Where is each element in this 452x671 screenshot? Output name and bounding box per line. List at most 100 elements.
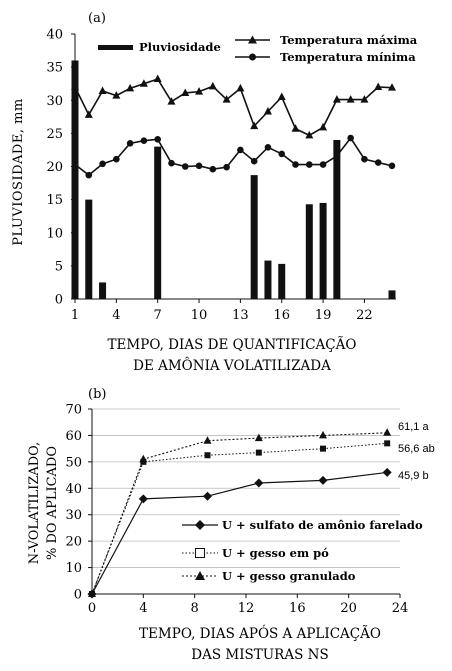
temp-max-point <box>84 110 93 118</box>
x-tick-label: 0 <box>88 601 96 616</box>
y-tick-label: 15 <box>46 193 63 208</box>
panel-a-y-axis-title: PLUVIOSIDADE, mm <box>11 98 26 246</box>
rain-bar <box>85 199 93 299</box>
temp-max-point <box>319 122 328 131</box>
legend-gesso-granulado-label: U + gesso granulado <box>222 569 356 583</box>
panel-a-plot-area <box>74 34 396 300</box>
temp-min-point <box>85 171 93 179</box>
gesso-po-point <box>255 449 262 456</box>
panel-a-x-axis-title-line2: DE AMÔNIA VOLATILIZADA <box>133 357 331 374</box>
legend-sulfato-label: U + sulfato de amônio farelado <box>222 518 423 532</box>
panel-b-y-axis-title: N-VOLATILIZADO, <box>27 442 42 564</box>
temp-max-point <box>208 81 217 90</box>
panel-b-x-axis-title-line2: DAS MISTURAS NS <box>191 647 328 663</box>
legend-bar-swatch <box>98 45 133 50</box>
rain-bar <box>305 204 313 299</box>
temp-max-point <box>222 95 231 103</box>
panel-a-label: (a) <box>88 11 106 26</box>
legend-circle-icon <box>249 53 256 61</box>
gesso-po-point <box>320 445 326 452</box>
temp-min-point <box>306 161 313 168</box>
x-tick-label: 19 <box>315 308 332 323</box>
x-tick-label: 4 <box>139 601 147 616</box>
temp-max-point <box>374 82 383 90</box>
y-tick-label: 20 <box>46 160 63 175</box>
y-tick-label: 50 <box>65 455 82 470</box>
temp-max-point <box>277 92 286 100</box>
temp-max-point <box>112 91 121 99</box>
panel-b-x-axis-title: TEMPO, DIAS APÓS A APLICAÇÃO <box>139 625 381 642</box>
gesso-granulado-line <box>91 432 388 595</box>
x-tick-label: 8 <box>191 601 199 616</box>
temp-min-point <box>154 136 161 143</box>
panel-a: (a) 0 5 10 15 20 25 30 35 40 1 4 7 10 13 16 19 22 Pluvio… <box>11 11 418 374</box>
temp-max-point <box>71 82 79 90</box>
temp-min-point <box>181 163 189 170</box>
y-tick-label: 30 <box>65 508 82 523</box>
sulfato-point <box>254 478 264 488</box>
panel-b-lines <box>87 428 392 599</box>
x-tick-label: 16 <box>273 308 290 323</box>
temp-min-point <box>347 134 354 142</box>
temp-max-point <box>139 79 148 87</box>
temp-min-point <box>126 140 134 147</box>
panel-a-legend: Pluviosidade Temperatura máxima Temperat… <box>98 33 418 64</box>
rain-bar <box>333 140 341 299</box>
temp-max-point <box>181 88 190 96</box>
temp-max-point <box>98 86 107 94</box>
legend-square-icon <box>195 548 205 558</box>
x-tick-label: 20 <box>340 601 357 616</box>
sulfato-point <box>138 494 148 504</box>
rain-bar <box>278 263 286 299</box>
temp-min-point <box>209 165 217 173</box>
temp-min-point <box>292 161 299 168</box>
panel-b-plot-area <box>91 408 400 595</box>
panel-b-ticks: 0 10 20 30 40 50 60 70 0 4 8 12 16 20 24 <box>65 403 408 617</box>
rain-bar <box>71 60 79 299</box>
gesso-granulado-point <box>319 430 327 439</box>
legend-gesso-po-label: U + gesso em pó <box>222 546 329 560</box>
x-tick-label: 12 <box>238 601 255 616</box>
temp-min-point <box>168 159 175 167</box>
temp-max-point <box>167 97 176 105</box>
panel-a-lines <box>71 74 396 179</box>
sulfato-point <box>382 467 392 477</box>
temp-max-point <box>195 87 204 95</box>
legend-diamond-icon <box>195 520 205 530</box>
panel-b-y-axis-title-line2: % DO APLICADO <box>45 446 60 560</box>
temp-min-point <box>223 163 230 171</box>
gesso-po-point <box>384 440 391 447</box>
rain-bar <box>99 282 107 299</box>
x-tick-label: 24 <box>392 601 409 616</box>
temp-min-point <box>388 162 396 170</box>
y-tick-label: 10 <box>46 226 63 241</box>
y-tick-label: 40 <box>46 28 63 43</box>
y-tick-label: 5 <box>55 259 63 274</box>
temp-max-point <box>360 95 369 103</box>
rain-bar <box>319 202 327 299</box>
end-label-gesso-granulado: 61,1 a <box>398 421 429 433</box>
sulfato-line <box>91 471 388 595</box>
gesso-granulado-point <box>383 428 392 436</box>
end-label-gesso-po: 56,6 ab <box>398 443 435 455</box>
end-label-sulfato: 45,9 b <box>398 470 429 482</box>
x-tick-label: 10 <box>191 308 208 323</box>
y-tick-label: 70 <box>65 403 82 418</box>
x-tick-label: 13 <box>232 308 249 323</box>
temp-min-point <box>361 155 368 163</box>
panel-b-legend: U + sulfato de amônio farelado U + gesso… <box>182 518 423 583</box>
sulfato-point <box>318 475 328 485</box>
legend-max-label: Temperatura máxima <box>280 33 418 47</box>
temp-min-line <box>74 136 393 177</box>
gesso-po-point <box>204 452 211 459</box>
temp-min-point <box>278 150 286 158</box>
rain-bar <box>264 260 272 299</box>
legend-min-label: Temperatura mínima <box>280 50 416 64</box>
x-tick-label: 7 <box>154 308 162 323</box>
y-tick-label: 30 <box>46 94 63 109</box>
y-tick-label: 20 <box>65 535 82 550</box>
temp-max-point <box>236 83 245 92</box>
temp-min-point <box>237 146 244 154</box>
panel-a-ticks: 0 5 10 15 20 25 30 35 40 1 4 7 10 13 16 19 22 <box>46 28 372 324</box>
